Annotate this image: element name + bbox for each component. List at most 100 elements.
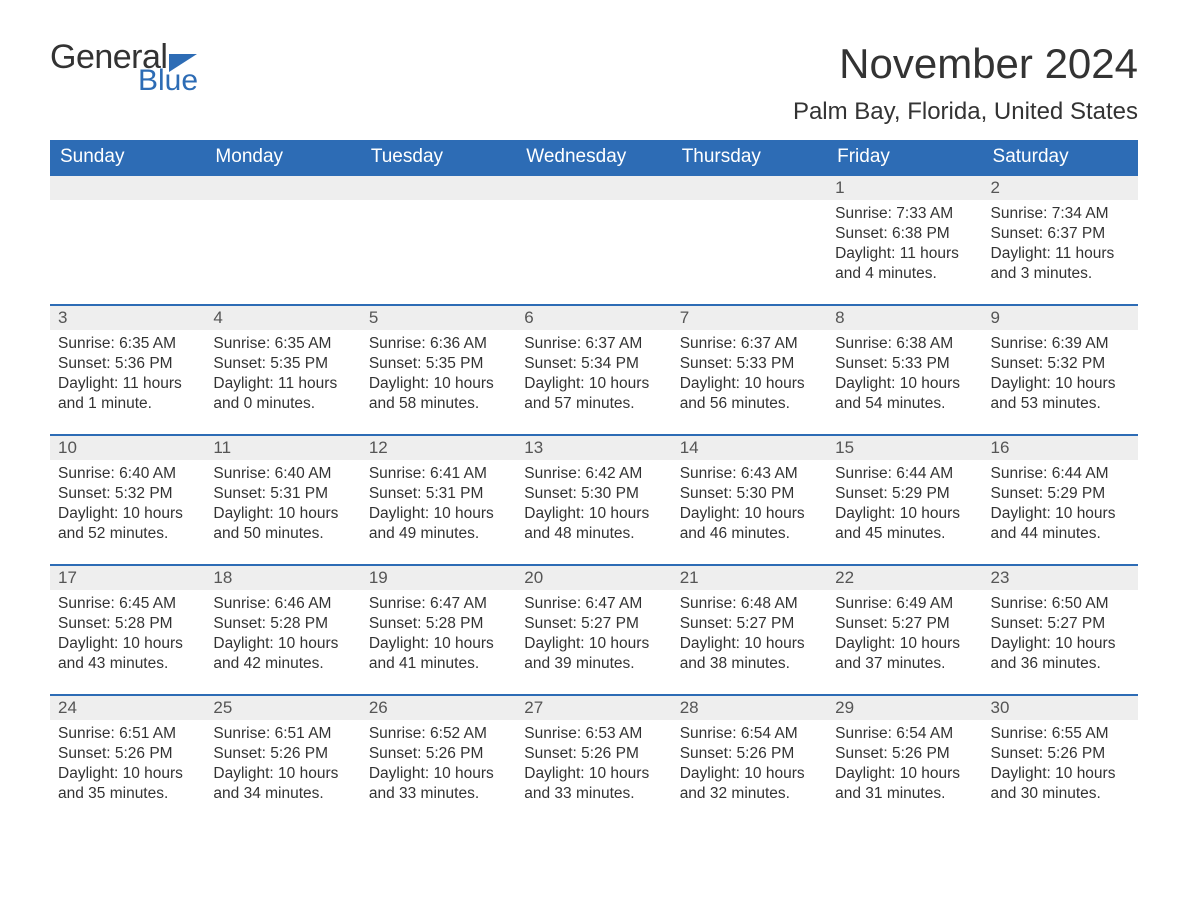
calendar-day-cell: 24Sunrise: 6:51 AMSunset: 5:26 PMDayligh… — [50, 696, 205, 824]
daylight-line: Daylight: 11 hours and 1 minute. — [58, 374, 197, 414]
calendar-day-cell: 13Sunrise: 6:42 AMSunset: 5:30 PMDayligh… — [516, 436, 671, 564]
day-details: Sunrise: 6:55 AMSunset: 5:26 PMDaylight:… — [983, 720, 1138, 813]
daylight-line: Daylight: 11 hours and 3 minutes. — [991, 244, 1130, 284]
calendar-day-cell: 14Sunrise: 6:43 AMSunset: 5:30 PMDayligh… — [672, 436, 827, 564]
day-number: 6 — [516, 306, 671, 330]
day-details: Sunrise: 7:34 AMSunset: 6:37 PMDaylight:… — [983, 200, 1138, 293]
day-number: 21 — [672, 566, 827, 590]
location-subtitle: Palm Bay, Florida, United States — [793, 98, 1138, 126]
calendar-day-cell: 7Sunrise: 6:37 AMSunset: 5:33 PMDaylight… — [672, 306, 827, 434]
logo: General Blue — [50, 40, 198, 96]
day-number: 24 — [50, 696, 205, 720]
day-number: 25 — [205, 696, 360, 720]
sunrise-line: Sunrise: 6:41 AM — [369, 464, 508, 484]
day-number — [672, 176, 827, 200]
day-number — [205, 176, 360, 200]
sunrise-line: Sunrise: 6:54 AM — [680, 724, 819, 744]
day-details: Sunrise: 6:41 AMSunset: 5:31 PMDaylight:… — [361, 460, 516, 553]
sunrise-line: Sunrise: 6:36 AM — [369, 334, 508, 354]
day-number: 26 — [361, 696, 516, 720]
daylight-line: Daylight: 10 hours and 36 minutes. — [991, 634, 1130, 674]
sunset-line: Sunset: 5:33 PM — [835, 354, 974, 374]
day-details: Sunrise: 6:54 AMSunset: 5:26 PMDaylight:… — [827, 720, 982, 813]
calendar-day-cell: 27Sunrise: 6:53 AMSunset: 5:26 PMDayligh… — [516, 696, 671, 824]
calendar-weeks: 1Sunrise: 7:33 AMSunset: 6:38 PMDaylight… — [50, 174, 1138, 824]
day-number: 27 — [516, 696, 671, 720]
calendar-day-cell — [50, 176, 205, 304]
sunrise-line: Sunrise: 6:45 AM — [58, 594, 197, 614]
day-of-week-header-row: SundayMondayTuesdayWednesdayThursdayFrid… — [50, 140, 1138, 174]
calendar-day-cell: 26Sunrise: 6:52 AMSunset: 5:26 PMDayligh… — [361, 696, 516, 824]
day-number: 19 — [361, 566, 516, 590]
daylight-line: Daylight: 10 hours and 34 minutes. — [213, 764, 352, 804]
sunset-line: Sunset: 5:27 PM — [991, 614, 1130, 634]
sunset-line: Sunset: 5:26 PM — [58, 744, 197, 764]
day-details: Sunrise: 6:48 AMSunset: 5:27 PMDaylight:… — [672, 590, 827, 683]
sunrise-line: Sunrise: 6:40 AM — [58, 464, 197, 484]
calendar-day-cell: 19Sunrise: 6:47 AMSunset: 5:28 PMDayligh… — [361, 566, 516, 694]
sunset-line: Sunset: 5:26 PM — [680, 744, 819, 764]
daylight-line: Daylight: 10 hours and 32 minutes. — [680, 764, 819, 804]
sunrise-line: Sunrise: 6:49 AM — [835, 594, 974, 614]
calendar-day-cell — [516, 176, 671, 304]
day-details: Sunrise: 6:37 AMSunset: 5:33 PMDaylight:… — [672, 330, 827, 423]
daylight-line: Daylight: 10 hours and 49 minutes. — [369, 504, 508, 544]
day-details: Sunrise: 6:51 AMSunset: 5:26 PMDaylight:… — [205, 720, 360, 813]
calendar-day-cell: 17Sunrise: 6:45 AMSunset: 5:28 PMDayligh… — [50, 566, 205, 694]
sunrise-line: Sunrise: 6:48 AM — [680, 594, 819, 614]
sunset-line: Sunset: 5:27 PM — [835, 614, 974, 634]
daylight-line: Daylight: 10 hours and 33 minutes. — [369, 764, 508, 804]
sunset-line: Sunset: 5:29 PM — [991, 484, 1130, 504]
sunset-line: Sunset: 5:29 PM — [835, 484, 974, 504]
calendar-day-cell: 22Sunrise: 6:49 AMSunset: 5:27 PMDayligh… — [827, 566, 982, 694]
daylight-line: Daylight: 10 hours and 31 minutes. — [835, 764, 974, 804]
calendar-day-cell: 5Sunrise: 6:36 AMSunset: 5:35 PMDaylight… — [361, 306, 516, 434]
sunset-line: Sunset: 5:28 PM — [58, 614, 197, 634]
daylight-line: Daylight: 10 hours and 41 minutes. — [369, 634, 508, 674]
daylight-line: Daylight: 10 hours and 46 minutes. — [680, 504, 819, 544]
day-number: 2 — [983, 176, 1138, 200]
sunset-line: Sunset: 5:27 PM — [680, 614, 819, 634]
calendar-day-cell: 20Sunrise: 6:47 AMSunset: 5:27 PMDayligh… — [516, 566, 671, 694]
sunrise-line: Sunrise: 6:44 AM — [835, 464, 974, 484]
daylight-line: Daylight: 10 hours and 56 minutes. — [680, 374, 819, 414]
daylight-line: Daylight: 10 hours and 39 minutes. — [524, 634, 663, 674]
day-details: Sunrise: 6:36 AMSunset: 5:35 PMDaylight:… — [361, 330, 516, 423]
calendar-day-cell: 30Sunrise: 6:55 AMSunset: 5:26 PMDayligh… — [983, 696, 1138, 824]
daylight-line: Daylight: 11 hours and 0 minutes. — [213, 374, 352, 414]
day-number: 23 — [983, 566, 1138, 590]
sunset-line: Sunset: 5:30 PM — [680, 484, 819, 504]
day-details: Sunrise: 6:35 AMSunset: 5:36 PMDaylight:… — [50, 330, 205, 423]
sunset-line: Sunset: 6:38 PM — [835, 224, 974, 244]
sunset-line: Sunset: 5:31 PM — [369, 484, 508, 504]
sunrise-line: Sunrise: 6:50 AM — [991, 594, 1130, 614]
day-details: Sunrise: 6:44 AMSunset: 5:29 PMDaylight:… — [983, 460, 1138, 553]
day-number: 9 — [983, 306, 1138, 330]
day-number: 30 — [983, 696, 1138, 720]
calendar-week-row: 10Sunrise: 6:40 AMSunset: 5:32 PMDayligh… — [50, 434, 1138, 564]
calendar-day-cell: 21Sunrise: 6:48 AMSunset: 5:27 PMDayligh… — [672, 566, 827, 694]
day-of-week-header: Saturday — [983, 140, 1138, 174]
day-number: 10 — [50, 436, 205, 460]
sunrise-line: Sunrise: 6:37 AM — [524, 334, 663, 354]
calendar-day-cell: 6Sunrise: 6:37 AMSunset: 5:34 PMDaylight… — [516, 306, 671, 434]
calendar: SundayMondayTuesdayWednesdayThursdayFrid… — [50, 140, 1138, 824]
day-number: 18 — [205, 566, 360, 590]
sunrise-line: Sunrise: 6:43 AM — [680, 464, 819, 484]
daylight-line: Daylight: 10 hours and 43 minutes. — [58, 634, 197, 674]
sunset-line: Sunset: 5:35 PM — [213, 354, 352, 374]
calendar-day-cell: 15Sunrise: 6:44 AMSunset: 5:29 PMDayligh… — [827, 436, 982, 564]
daylight-line: Daylight: 10 hours and 48 minutes. — [524, 504, 663, 544]
day-number: 3 — [50, 306, 205, 330]
logo-word-blue: Blue — [138, 66, 198, 96]
header: General Blue November 2024 Palm Bay, Flo… — [50, 40, 1138, 126]
sunset-line: Sunset: 5:27 PM — [524, 614, 663, 634]
sunrise-line: Sunrise: 6:54 AM — [835, 724, 974, 744]
day-details: Sunrise: 6:35 AMSunset: 5:35 PMDaylight:… — [205, 330, 360, 423]
daylight-line: Daylight: 10 hours and 33 minutes. — [524, 764, 663, 804]
calendar-day-cell: 29Sunrise: 6:54 AMSunset: 5:26 PMDayligh… — [827, 696, 982, 824]
calendar-week-row: 17Sunrise: 6:45 AMSunset: 5:28 PMDayligh… — [50, 564, 1138, 694]
day-details: Sunrise: 6:37 AMSunset: 5:34 PMDaylight:… — [516, 330, 671, 423]
sunrise-line: Sunrise: 7:33 AM — [835, 204, 974, 224]
day-details: Sunrise: 6:51 AMSunset: 5:26 PMDaylight:… — [50, 720, 205, 813]
